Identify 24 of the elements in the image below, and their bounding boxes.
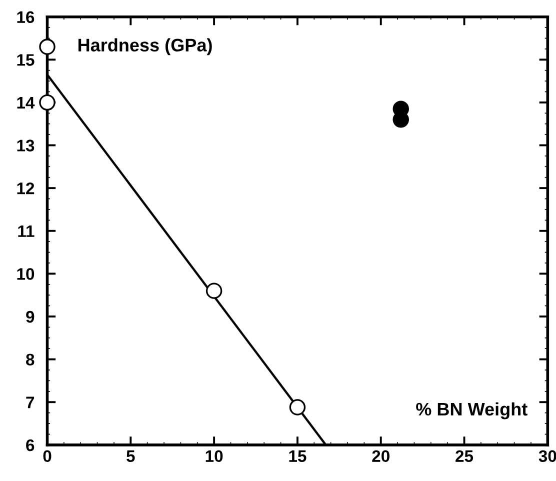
y-tick-label: 15 bbox=[17, 54, 34, 66]
x-tick-label: 10 bbox=[206, 450, 223, 462]
x-tick-label: 5 bbox=[126, 450, 135, 462]
y-tick-label: 8 bbox=[26, 354, 34, 366]
y-tick-label: 14 bbox=[17, 97, 35, 108]
x-tick-label: 0 bbox=[43, 450, 52, 462]
point bbox=[206, 282, 222, 299]
y-tick-label: 10 bbox=[17, 268, 34, 280]
y-tick-label: 11 bbox=[18, 225, 34, 237]
y-axis-title: Hardness (GPa) bbox=[78, 38, 212, 56]
x-tick-label: 20 bbox=[372, 450, 390, 462]
point bbox=[289, 399, 306, 416]
x-tick-label: 25 bbox=[456, 450, 474, 462]
x-tick-label: 15 bbox=[289, 450, 306, 462]
y-tick-label: 12 bbox=[17, 182, 34, 194]
x-axis-title: % BN Weight bbox=[416, 402, 528, 420]
y-tick-label: 13 bbox=[17, 140, 34, 152]
point bbox=[39, 94, 56, 111]
point bbox=[39, 38, 56, 55]
y-tick-label: 9 bbox=[26, 310, 34, 323]
y-tick-label: 16 bbox=[17, 11, 34, 24]
y-tick-label: 7 bbox=[26, 396, 34, 408]
x-tick-label: 30 bbox=[538, 450, 556, 462]
y-tick-label: 6 bbox=[26, 439, 34, 452]
